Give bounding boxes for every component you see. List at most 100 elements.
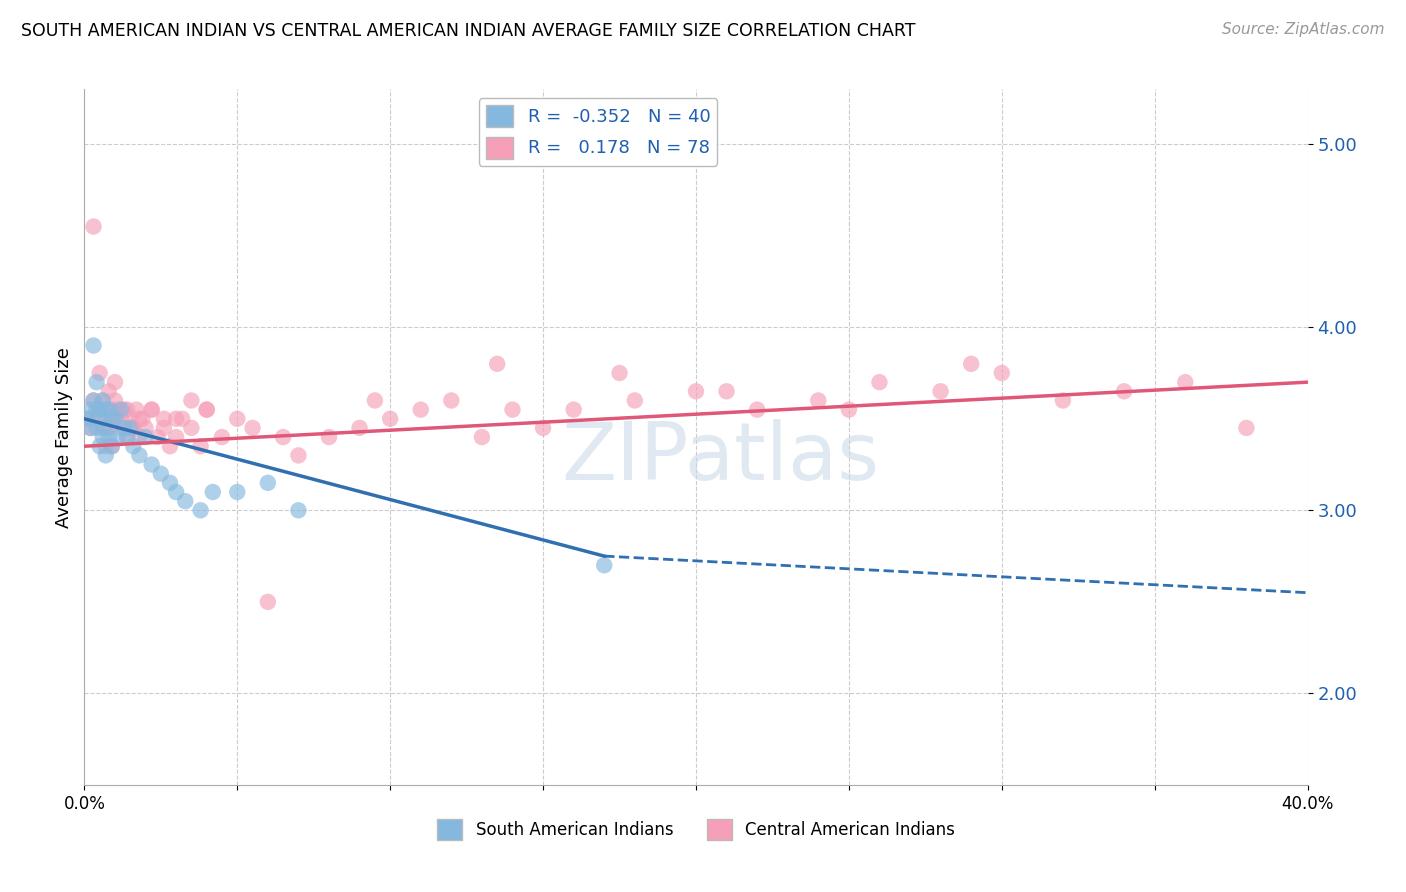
Point xyxy=(747,402,769,417)
Point xyxy=(122,421,145,435)
Point xyxy=(110,421,132,435)
Point xyxy=(486,357,509,371)
Point xyxy=(86,411,108,425)
Point xyxy=(120,411,142,425)
Text: SOUTH AMERICAN INDIAN VS CENTRAL AMERICAN INDIAN AVERAGE FAMILY SIZE CORRELATION: SOUTH AMERICAN INDIAN VS CENTRAL AMERICA… xyxy=(21,22,915,40)
Point xyxy=(104,411,127,425)
Point xyxy=(257,595,280,609)
Point xyxy=(165,411,187,425)
Point xyxy=(135,430,157,444)
Point xyxy=(1174,375,1197,389)
Point xyxy=(128,449,150,463)
Point xyxy=(153,411,176,425)
Point xyxy=(122,439,145,453)
Point xyxy=(502,402,524,417)
Point xyxy=(115,430,138,444)
Point xyxy=(869,375,891,389)
Point xyxy=(146,430,169,444)
Point xyxy=(242,421,264,435)
Point xyxy=(364,393,387,408)
Point xyxy=(76,411,98,425)
Point xyxy=(104,411,127,425)
Point xyxy=(91,393,114,408)
Point xyxy=(149,467,172,481)
Point xyxy=(83,338,105,352)
Point xyxy=(122,421,145,435)
Point xyxy=(716,384,738,399)
Point xyxy=(257,475,280,490)
Point xyxy=(226,485,249,500)
Point xyxy=(115,402,138,417)
Point xyxy=(83,393,105,408)
Point xyxy=(172,411,194,425)
Point xyxy=(110,411,132,425)
Point xyxy=(76,411,98,425)
Point xyxy=(226,411,249,425)
Point xyxy=(165,485,187,500)
Y-axis label: Average Family Size: Average Family Size xyxy=(55,347,73,527)
Text: ZIPatlas: ZIPatlas xyxy=(561,419,880,497)
Point xyxy=(94,421,117,435)
Point xyxy=(174,494,197,508)
Point xyxy=(409,402,432,417)
Point xyxy=(101,439,124,453)
Point xyxy=(86,402,108,417)
Point xyxy=(195,402,218,417)
Point xyxy=(153,421,176,435)
Point xyxy=(83,219,105,234)
Point xyxy=(141,402,163,417)
Point xyxy=(89,366,111,380)
Point xyxy=(135,421,157,435)
Point xyxy=(97,430,120,444)
Point xyxy=(180,421,202,435)
Point xyxy=(91,421,114,435)
Point xyxy=(128,411,150,425)
Point xyxy=(287,449,309,463)
Point xyxy=(101,411,124,425)
Point xyxy=(1236,421,1258,435)
Point xyxy=(115,430,138,444)
Point xyxy=(271,430,294,444)
Point xyxy=(112,421,135,435)
Point xyxy=(94,402,117,417)
Point xyxy=(83,393,105,408)
Point xyxy=(318,430,340,444)
Point xyxy=(125,402,148,417)
Point xyxy=(89,439,111,453)
Point xyxy=(86,375,108,389)
Point xyxy=(211,430,233,444)
Point xyxy=(195,402,218,417)
Point xyxy=(190,503,212,517)
Point xyxy=(91,393,114,408)
Point xyxy=(110,402,132,417)
Point xyxy=(94,439,117,453)
Point xyxy=(104,375,127,389)
Point xyxy=(101,402,124,417)
Point xyxy=(91,430,114,444)
Point xyxy=(141,402,163,417)
Point xyxy=(120,421,142,435)
Point xyxy=(991,366,1014,380)
Text: Source: ZipAtlas.com: Source: ZipAtlas.com xyxy=(1222,22,1385,37)
Point xyxy=(97,421,120,435)
Point xyxy=(159,439,181,453)
Point xyxy=(79,421,101,435)
Point xyxy=(97,384,120,399)
Point xyxy=(128,430,150,444)
Point xyxy=(112,402,135,417)
Point xyxy=(201,485,224,500)
Point xyxy=(838,402,860,417)
Point xyxy=(79,402,101,417)
Point xyxy=(807,393,830,408)
Point xyxy=(287,503,309,517)
Point xyxy=(190,439,212,453)
Point xyxy=(471,430,494,444)
Point xyxy=(86,421,108,435)
Point xyxy=(349,421,371,435)
Point xyxy=(97,402,120,417)
Point xyxy=(531,421,554,435)
Point xyxy=(79,421,101,435)
Point xyxy=(380,411,402,425)
Point xyxy=(1114,384,1136,399)
Point xyxy=(101,439,124,453)
